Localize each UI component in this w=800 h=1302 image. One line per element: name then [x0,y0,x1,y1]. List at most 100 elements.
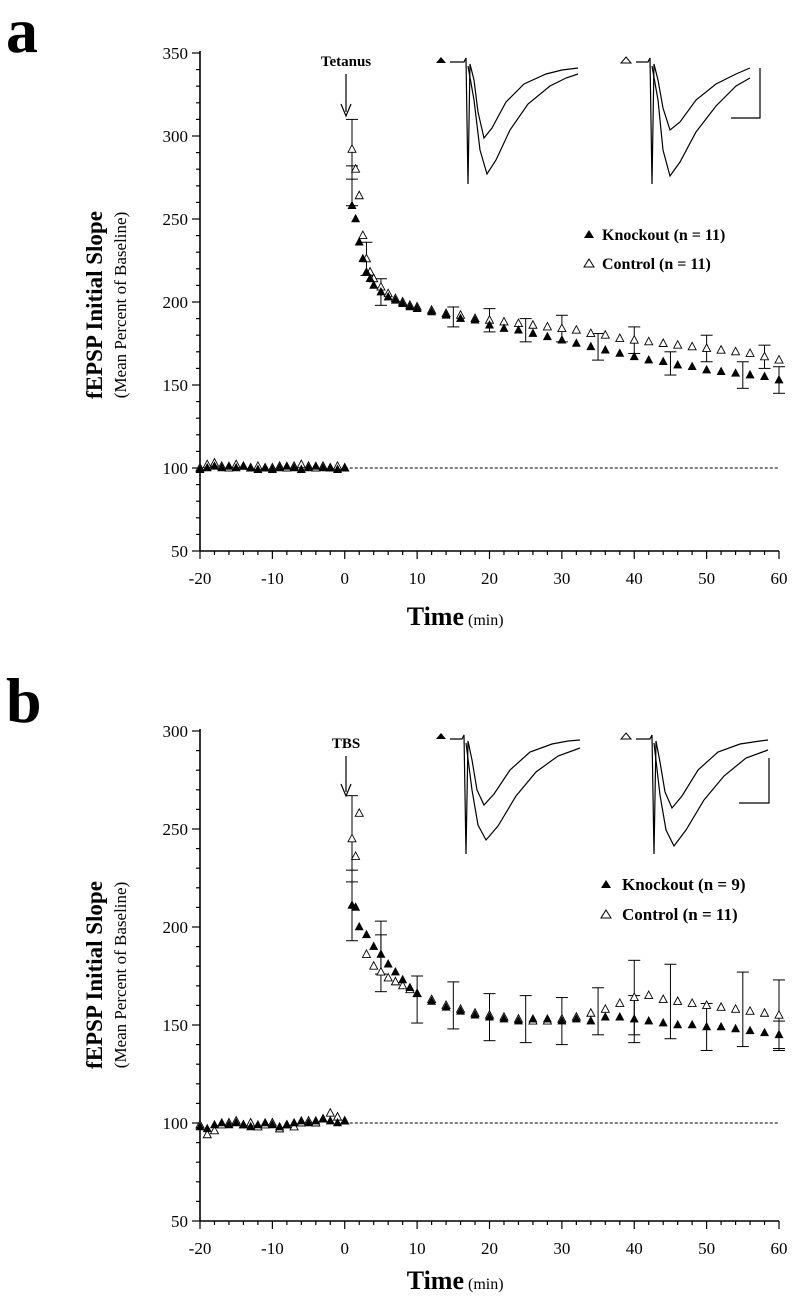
knockout-data-point [289,1117,299,1127]
knockout-data-point [260,462,270,472]
control-data-point [586,328,596,337]
y-tick-label: 100 [163,459,189,478]
knockout-data-point [325,1115,335,1125]
knockout-data-point [760,1027,770,1037]
knockout-data-point [398,974,408,984]
control-data-point [557,323,567,333]
x-tick-label: 10 [409,569,426,588]
x-tick-label: -20 [189,1239,212,1258]
knockout-data-point [774,374,784,384]
control-data-point [615,997,625,1007]
knockout-data-point [333,1117,343,1127]
knockout-data-point [658,1017,668,1027]
event-arrow [340,756,352,798]
control-data-point [745,348,755,357]
legend-marker-knockout [601,880,611,888]
knockout-data-point [253,1119,263,1129]
y-tick-label: 200 [163,918,189,937]
event-label: TBS [332,736,360,752]
knockout-data-point [296,1115,306,1125]
knockout-data-point [658,356,668,366]
knockout-data-point [499,1013,509,1023]
knockout-data-point [318,462,328,472]
knockout-data-point [542,1013,552,1023]
knockout-data-point [427,996,437,1005]
knockout-data-point [513,1015,523,1025]
knockout-data-point [398,298,408,307]
knockout-data-point [238,461,248,470]
plot-area-a: 50 100 150 200 250 300 350 -20 -10 0 10 20 30 40 50 60 [163,44,788,588]
knockout-data-point [282,461,292,470]
control-data-point [376,966,386,976]
y-tick-label: 50 [171,1212,188,1231]
knockout-data-point [224,461,234,470]
knockout-data-point [629,351,639,361]
knockout-data-point [600,345,610,354]
knockout-data-point [246,462,256,472]
legend: Knockout (n = 9) Control (n = 11) [600,875,746,924]
control-data-point [368,960,379,970]
knockout-data-point [615,348,625,357]
control-data-point [759,351,770,361]
knockout-data-point [687,1019,697,1029]
knockout-data-point [347,200,357,210]
legend-marker-knockout [584,230,594,238]
knockout-data-point [731,368,741,377]
x-tick-label: 10 [409,1239,426,1258]
trace-inset-control [619,732,770,855]
x-axis-unit: (min) [468,612,504,629]
knockout-data-point [615,1012,625,1021]
knockout-data-point [195,1121,205,1131]
knockout-data-point [702,1021,712,1031]
x-axis-unit: (min) [468,1276,504,1293]
knockout-data-point [376,949,386,958]
trace-inset-control [619,56,761,185]
knockout-data-point [456,313,466,322]
scale-bar [739,758,770,804]
knockout-data-point [304,1117,314,1127]
y-tick-label: 100 [163,1114,189,1133]
legend-marker-control [583,258,595,268]
legend-marker-control [600,909,612,919]
knockout-data-point [311,1115,321,1125]
knockout-data-point [745,1025,755,1035]
control-data-point [354,190,364,200]
x-tick-label: 0 [341,1239,350,1258]
knockout-data-point [361,929,371,939]
control-data-point [397,980,408,990]
control-data-point [383,972,393,982]
knockout-data-point [412,303,422,312]
knockout-data-point [369,941,379,950]
y-axis-subtitle: (Mean Percent of Baseline) [111,212,130,398]
control-data-point [629,992,639,1002]
knockout-data-point [376,286,386,296]
control-data-point [615,333,625,342]
knockout-data-point [202,462,212,472]
control-data-point [745,1005,755,1015]
knockout-data-point [412,988,422,997]
panel-a: a fEPSP Initial Slope (Mean Percent of B… [6,0,788,631]
control-data-point [774,354,784,364]
x-tick-label: 0 [341,569,350,588]
knockout-data-point [542,331,552,341]
control-data-point [586,1007,596,1017]
knockout-data-point [304,462,314,472]
knockout-data-point [354,921,364,931]
control-data-point [701,999,712,1009]
knockout-data-point [427,306,437,316]
knockout-data-point [644,354,654,364]
x-tick-label: 20 [481,569,498,588]
x-tick-label: -10 [261,1239,284,1258]
knockout-data-point [217,1117,227,1127]
y-tick-label: 250 [163,210,189,229]
knockout-data-point [253,464,263,473]
knockout-data-point [629,1013,639,1023]
knockout-data-point [499,323,509,332]
control-data-point [571,324,582,334]
control-data-point [687,997,697,1007]
knockout-data-point [238,1119,248,1129]
control-data-point [325,1107,336,1117]
knockout-data-point [358,253,368,263]
knockout-data-point [267,464,277,473]
